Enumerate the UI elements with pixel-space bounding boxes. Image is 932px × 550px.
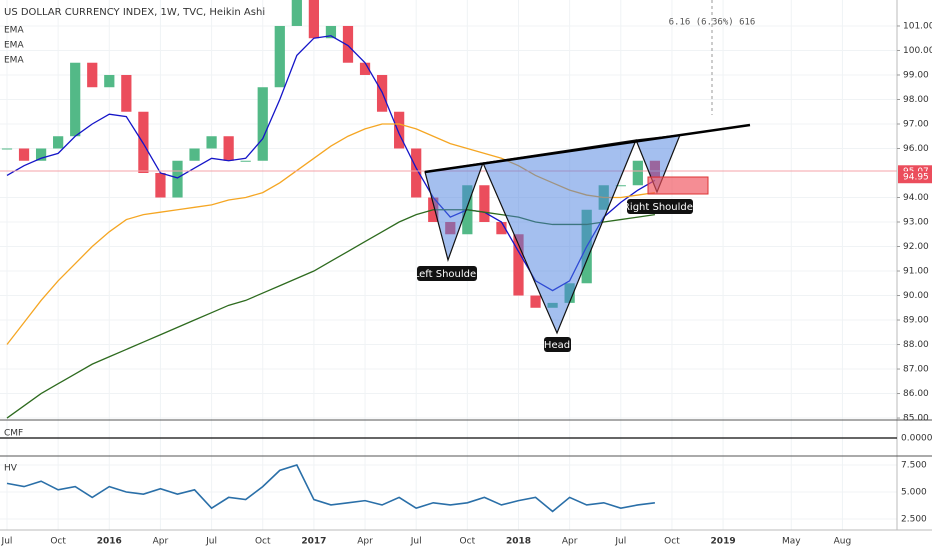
y-tick-label: 97.00 — [903, 119, 929, 129]
price-tag-label: 94.95 — [903, 173, 929, 183]
x-tick-label: Jul — [410, 537, 422, 547]
annotations: Left Shoulder Head Right Shoulder — [414, 199, 698, 352]
candle — [172, 160, 183, 198]
y-tick-label: 85.00 — [903, 414, 929, 424]
candle — [632, 160, 643, 186]
x-tick-label: May — [782, 537, 801, 547]
x-tick-label: 2016 — [97, 537, 122, 547]
x-tick-label: Apr — [562, 537, 578, 547]
annotation: Head — [544, 340, 570, 351]
candle — [223, 136, 234, 161]
x-tick-label: 2017 — [301, 537, 326, 547]
annotation: Right Shoulder — [623, 202, 698, 213]
y-tick-label: 89.00 — [903, 316, 929, 326]
y-tick-label: 94.00 — [903, 193, 929, 203]
x-tick-label: 2018 — [506, 537, 531, 547]
x-tick-label: Aug — [834, 537, 852, 547]
grid — [0, 0, 897, 530]
annotation-box — [417, 266, 477, 281]
candle — [342, 25, 354, 63]
x-tick-label: Apr — [153, 537, 169, 547]
candle — [291, 0, 302, 26]
y-tick-label: 101.00 — [903, 21, 932, 31]
price-tag — [898, 171, 932, 184]
candle — [513, 234, 524, 296]
candle — [206, 136, 217, 149]
y-tick-label: 98.00 — [903, 95, 929, 105]
y-tick-label: 99.00 — [903, 70, 929, 80]
candle — [18, 148, 30, 161]
candle — [411, 148, 422, 198]
candle — [87, 62, 98, 88]
candle — [121, 74, 132, 112]
candle — [308, 0, 320, 39]
price-axis — [897, 0, 932, 550]
candle — [1, 148, 13, 150]
legend-entry: EMA — [4, 26, 24, 36]
legend-entry: EMA — [4, 56, 24, 66]
candle — [615, 185, 626, 187]
y-tick-label: 5.000 — [901, 487, 927, 497]
annotation-box — [627, 199, 693, 214]
panel-label: HV — [4, 464, 18, 474]
y-tick-label: 86.00 — [903, 389, 929, 399]
hv-line — [6, 464, 655, 513]
y-tick-label: 90.00 — [903, 291, 929, 301]
candle — [394, 111, 405, 149]
annotation: Left Shoulder — [414, 269, 481, 280]
pattern — [0, 0, 897, 335]
x-tick-label: Oct — [50, 537, 66, 547]
candle — [138, 111, 149, 173]
y-tick-label: 0.0000 — [901, 434, 932, 444]
candle — [479, 185, 490, 223]
y-tick-label: 96.00 — [903, 144, 929, 154]
x-tick-label: Oct — [255, 537, 271, 547]
candle — [189, 148, 200, 161]
x-tick-label: Jul — [1, 537, 13, 547]
x-tick-label: Oct — [664, 537, 680, 547]
y-tick-label: 7.500 — [901, 460, 927, 470]
neckline — [424, 123, 751, 174]
chart-title: US DOLLAR CURRENCY INDEX, 1W, TVC, Heiki… — [4, 7, 265, 18]
y-tick-label: 100.00 — [903, 46, 932, 56]
x-tick-label: Jul — [614, 537, 626, 547]
candle — [155, 172, 166, 198]
target-box — [647, 176, 709, 195]
candle — [240, 160, 251, 162]
y-tick-label: 91.00 — [903, 267, 929, 277]
candle — [257, 87, 268, 161]
measure-label: 6.16 (6.36%) 616 — [669, 18, 756, 28]
annotation-box — [544, 337, 571, 352]
candle — [35, 148, 47, 161]
candle — [70, 62, 81, 137]
candle — [496, 222, 507, 235]
candle — [274, 25, 285, 88]
legend-entry: EMA — [4, 41, 24, 51]
y-tick-label: 88.00 — [903, 340, 929, 350]
y-tick-label: 87.00 — [903, 365, 929, 375]
x-tick-label: Oct — [460, 537, 476, 547]
candle — [53, 136, 64, 149]
candle — [104, 74, 115, 88]
x-tick-label: Jul — [205, 537, 217, 547]
x-tick-label: Apr — [357, 537, 373, 547]
candle — [325, 25, 337, 39]
panel-label: CMF — [4, 429, 23, 439]
x-tick-label: 2019 — [711, 537, 736, 547]
candle — [359, 62, 371, 75]
y-tick-label: 92.00 — [903, 242, 929, 252]
y-tick-label: 2.500 — [901, 514, 927, 524]
y-tick-label: 93.00 — [903, 218, 929, 228]
candle — [530, 295, 541, 308]
